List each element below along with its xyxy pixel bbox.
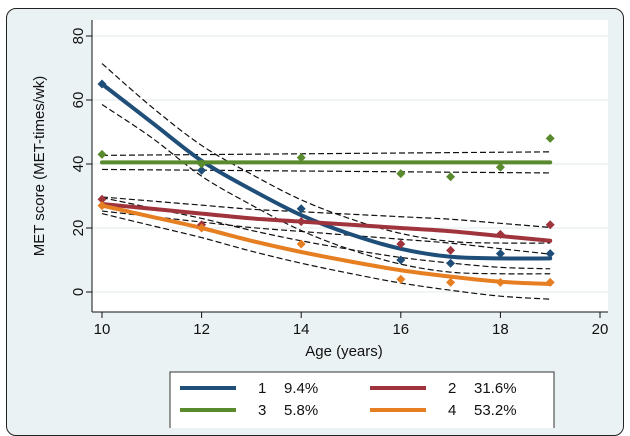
- data-point-1: [495, 249, 505, 259]
- data-point-1: [446, 258, 456, 268]
- data-point-2: [545, 220, 555, 230]
- confidence-band-2: [101, 210, 551, 255]
- x-tick-label: 20: [592, 321, 609, 338]
- y-tick-label: 80: [70, 28, 87, 45]
- y-tick-label: 20: [70, 220, 87, 237]
- x-tick-label: 18: [492, 321, 509, 338]
- legend-label-1: 1: [258, 380, 266, 397]
- x-tick-label: 10: [94, 321, 111, 338]
- legend-share-4: 53.2%: [474, 402, 517, 419]
- data-point-4: [197, 223, 207, 233]
- x-axis-title: Age (years): [305, 343, 383, 360]
- data-point-3: [197, 159, 207, 169]
- data-point-2: [97, 194, 107, 204]
- confidence-band-2: [101, 196, 551, 229]
- data-point-4: [545, 277, 555, 287]
- data-point-3: [396, 169, 406, 179]
- y-tick-label: 60: [70, 92, 87, 109]
- y-tick-label: 0: [70, 288, 87, 296]
- confidence-band-1: [101, 63, 551, 244]
- x-tick-label: 12: [193, 321, 210, 338]
- y-tick-label: 40: [70, 156, 87, 173]
- data-point-3: [97, 149, 107, 159]
- fitted-line-4: [100, 203, 553, 286]
- data-point-3: [495, 162, 505, 172]
- legend-share-2: 31.6%: [474, 380, 517, 397]
- confidence-band-3: [101, 151, 551, 156]
- legend-label-4: 4: [448, 402, 456, 419]
- data-point-1: [296, 204, 306, 214]
- y-axis-title: MET score (MET-times/wk): [31, 76, 48, 257]
- data-point-1: [97, 79, 107, 89]
- data-point-3: [545, 133, 555, 143]
- data-point-4: [495, 277, 505, 287]
- data-point-4: [296, 239, 306, 249]
- data-point-4: [97, 201, 107, 211]
- fitted-line-1: [100, 82, 553, 261]
- confidence-band-1: [101, 103, 551, 275]
- data-point-3: [296, 153, 306, 163]
- data-point-3: [446, 172, 456, 182]
- data-point-1: [396, 255, 406, 265]
- data-point-2: [446, 245, 456, 255]
- x-tick-label: 16: [392, 321, 409, 338]
- x-tick-label: 14: [293, 321, 310, 338]
- data-point-4: [396, 274, 406, 284]
- data-point-1: [197, 165, 207, 175]
- data-point-4: [446, 277, 456, 287]
- data-point-2: [396, 239, 406, 249]
- legend-share-3: 5.8%: [284, 402, 318, 419]
- confidence-band-4: [101, 213, 551, 300]
- legend-label-2: 2: [448, 380, 456, 397]
- data-point-1: [545, 249, 555, 259]
- fitted-line-2: [100, 202, 553, 243]
- legend-box: [169, 371, 555, 428]
- data-point-2: [296, 217, 306, 227]
- legend-share-1: 9.4%: [284, 380, 318, 397]
- confidence-band-3: [101, 168, 551, 174]
- legend-label-3: 3: [258, 402, 266, 419]
- data-point-2: [495, 229, 505, 239]
